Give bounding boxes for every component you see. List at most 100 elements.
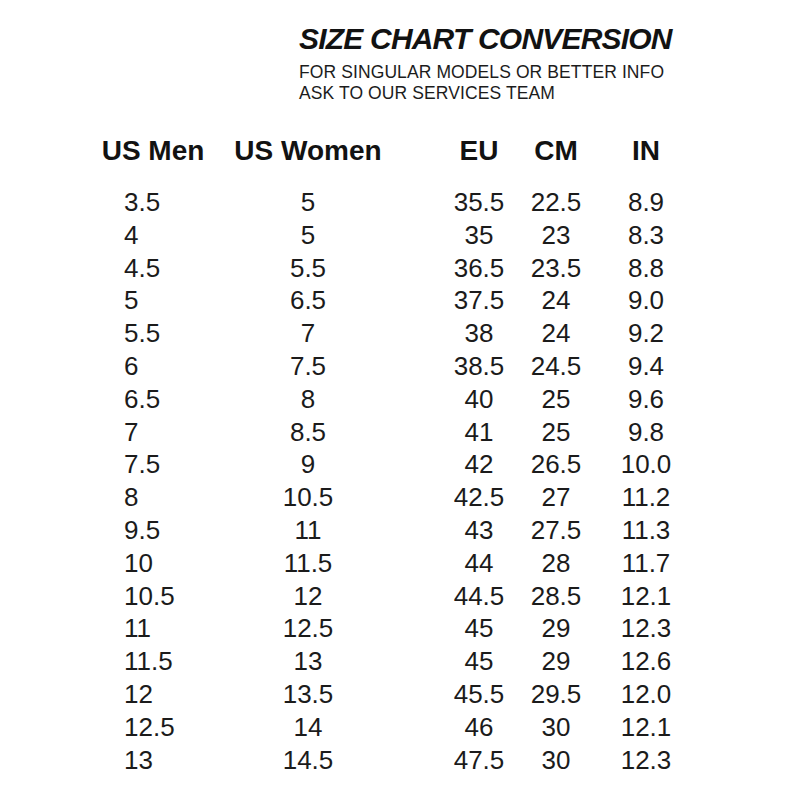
- table-cell: 29: [542, 612, 571, 645]
- table-cell: 11: [295, 514, 322, 547]
- table-cell: 35: [465, 219, 494, 252]
- table-cell: 9.0: [628, 284, 664, 317]
- table-cell: 45: [465, 645, 494, 678]
- table-body: 3.5535.522.58.94535238.34.55.536.523.58.…: [103, 186, 703, 776]
- table-row: 9.5114327.511.3: [103, 514, 703, 547]
- table-cell: 30: [542, 711, 571, 744]
- table-cell: 14: [294, 711, 323, 744]
- table-cell: 25: [542, 383, 571, 416]
- table-cell: 28: [542, 547, 571, 580]
- table-cell: 5: [301, 219, 315, 252]
- table-cell: 9: [301, 448, 315, 481]
- table-cell: 13.5: [283, 678, 334, 711]
- table-cell: 9.2: [628, 317, 664, 350]
- table-cell: 12: [124, 678, 153, 711]
- table-cell: 25: [542, 416, 571, 449]
- table-row: 4.5 5.5 36.5 23.5 8.8: [103, 252, 703, 285]
- table-cell: 42.5: [454, 481, 505, 514]
- table-cell: 11.5: [124, 645, 173, 678]
- table-row: 3.5535.522.58.9: [103, 186, 703, 219]
- table-cell: 13: [294, 645, 323, 678]
- table-cell: 38: [465, 317, 494, 350]
- page-title: SIZE CHART CONVERSION: [299, 20, 719, 58]
- table-cell: 23: [542, 219, 571, 252]
- table-cell: 7: [301, 317, 315, 350]
- table-cell: 27: [542, 481, 571, 514]
- table-cell: 11.2: [622, 481, 671, 514]
- table-row: 5 6.5 37.5 24 9.0: [103, 284, 703, 317]
- table-cell: 29: [542, 645, 571, 678]
- table-cell: 11.3: [622, 514, 671, 547]
- table-cell: 44.5: [454, 580, 505, 613]
- table-cell: 5.5: [290, 252, 326, 285]
- table-cell: 4: [124, 219, 138, 252]
- table-cell: 43: [465, 514, 494, 547]
- table-cell: 11: [124, 612, 151, 645]
- table-cell: 23.5: [531, 252, 582, 285]
- table-cell: 45.5: [454, 678, 505, 711]
- table-cell: 27.5: [531, 514, 582, 547]
- table-row: 5.5 7 38 24 9.2: [103, 317, 703, 350]
- header-block: SIZE CHART CONVERSION FOR SINGULAR MODEL…: [299, 20, 719, 104]
- table-row: 1314.547.53012.3: [103, 744, 703, 777]
- column-header-cm: CM: [534, 136, 578, 166]
- table-cell: 40: [465, 383, 494, 416]
- table-cell: 14.5: [283, 744, 334, 777]
- table-cell: 6.5: [124, 383, 160, 416]
- table-cell: 11.5: [284, 547, 333, 580]
- table-cell: 24: [542, 284, 571, 317]
- table-cell: 24.5: [531, 350, 582, 383]
- table-cell: 9.4: [628, 350, 664, 383]
- table-cell: 8.5: [290, 416, 326, 449]
- table-cell: 45: [465, 612, 494, 645]
- subtitle-line-1: FOR SINGULAR MODELS OR BETTER INFO: [299, 62, 719, 83]
- table-row: 4 5 35 23 8.3: [103, 219, 703, 252]
- column-header-us-men: US Men: [102, 136, 205, 166]
- table-cell: 12: [294, 580, 323, 613]
- table-cell: 41: [465, 416, 494, 449]
- table-row: 12.5 14 46 30 12.1: [103, 711, 703, 744]
- table-cell: 8.3: [628, 219, 664, 252]
- table-cell: 12.1: [621, 580, 672, 613]
- table-cell: 35.5: [454, 186, 505, 219]
- table-cell: 42: [465, 448, 494, 481]
- table-cell: 4.5: [124, 252, 160, 285]
- table-cell: 47.5: [454, 744, 505, 777]
- table-cell: 37.5: [454, 284, 505, 317]
- table-cell: 8: [124, 481, 138, 514]
- table-cell: 7.5: [290, 350, 326, 383]
- table-cell: 7.5: [124, 448, 160, 481]
- size-chart-table: US Men US Women EU CM IN 3.5535.522.58.9…: [103, 136, 703, 776]
- table-cell: 6: [124, 350, 138, 383]
- table-cell: 3.5: [124, 186, 160, 219]
- page-subtitle: FOR SINGULAR MODELS OR BETTER INFO ASK T…: [299, 62, 719, 104]
- table-row: 10.51244.528.512.1: [103, 580, 703, 613]
- table-row: 6 7.5 38.5 24.5 9.4: [103, 350, 703, 383]
- table-cell: 46: [465, 711, 494, 744]
- table-row: 8 10.5 42.5 27 11.2: [103, 481, 703, 514]
- table-cell: 5: [124, 284, 138, 317]
- table-cell: 12.5: [124, 711, 175, 744]
- table-cell: 8: [301, 383, 315, 416]
- table-cell: 29.5: [531, 678, 582, 711]
- table-cell: 24: [542, 317, 571, 350]
- table-cell: 8.9: [628, 186, 664, 219]
- table-cell: 5.5: [124, 317, 160, 350]
- table-row: 1112.5452912.3: [103, 612, 703, 645]
- table-cell: 12.0: [621, 678, 672, 711]
- table-row: 6.5840259.6: [103, 383, 703, 416]
- table-cell: 6.5: [290, 284, 326, 317]
- table-cell: 38.5: [454, 350, 505, 383]
- table-row: 78.541259.8: [103, 416, 703, 449]
- table-cell: 10.5: [283, 481, 334, 514]
- table-cell: 13: [124, 744, 153, 777]
- table-row: 11.513452912.6: [103, 645, 703, 678]
- table-cell: 8.8: [628, 252, 664, 285]
- table-row: 1011.5442811.7: [103, 547, 703, 580]
- subtitle-line-2: ASK TO OUR SERVICES TEAM: [299, 83, 719, 104]
- table-cell: 5: [301, 186, 315, 219]
- table-cell: 12.1: [621, 711, 672, 744]
- table-cell: 10: [124, 547, 153, 580]
- table-cell: 36.5: [454, 252, 505, 285]
- column-header-eu: EU: [460, 136, 499, 166]
